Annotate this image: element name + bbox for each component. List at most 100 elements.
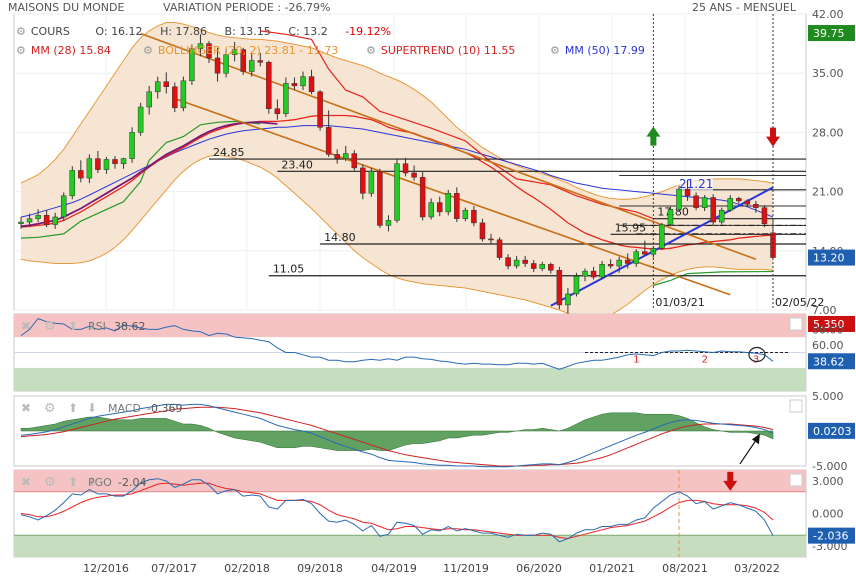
rsi-oversold-zone: [14, 367, 806, 391]
rsi-tick-label: 80.00: [812, 323, 844, 336]
arrow-up-icon: ⬆: [68, 475, 78, 489]
gear-icon[interactable]: ⚙: [16, 25, 26, 38]
price-badge: [808, 315, 855, 332]
gear-icon[interactable]: ⚙: [143, 44, 153, 57]
candle-body: [385, 220, 392, 226]
legend-mm28[interactable]: ⚙ MM (28) 15.84: [16, 44, 111, 57]
supertrend-label: SUPERTREND (10) 11.55: [380, 44, 516, 57]
candle: [206, 41, 212, 64]
candle: [496, 237, 503, 261]
arrow-down-icon: ⬇: [87, 401, 97, 415]
candle: [223, 49, 229, 78]
legend-supertrend[interactable]: ⚙ SUPERTREND (10) 11.55: [366, 44, 515, 57]
close-icon: ✖: [21, 401, 31, 415]
candle-body: [180, 80, 187, 109]
candle-body: [607, 264, 614, 267]
candle: [616, 256, 622, 273]
candle: [60, 192, 67, 221]
candle-body: [659, 224, 665, 249]
candle: [548, 262, 554, 274]
candle: [522, 255, 528, 267]
candle: [26, 213, 33, 227]
gear-icon[interactable]: ⚙: [16, 44, 26, 57]
red-down-arrow-icon: [766, 127, 780, 147]
arrow-up-icon: ⬆: [68, 319, 78, 333]
candle-body: [206, 43, 212, 59]
candle: [154, 76, 161, 99]
x-tick-label: 01/2021: [589, 562, 635, 575]
candle: [701, 194, 708, 212]
legend-cours[interactable]: ⚙ COURS O: 16.12 H: 17.86 B: 13.15 C: 13.…: [16, 25, 391, 38]
candle: [52, 212, 58, 229]
candle: [727, 194, 734, 212]
candle: [18, 216, 24, 229]
mm28-label: MM (28) 15.84: [30, 44, 111, 57]
pgo-checkbox[interactable]: [789, 473, 803, 487]
gear-icon[interactable]: ⚙: [550, 44, 560, 57]
candle: [231, 41, 238, 62]
price-badge-label: 39.75: [813, 27, 845, 40]
candle: [642, 240, 648, 256]
candle: [266, 60, 272, 114]
candle: [214, 47, 221, 82]
candle: [43, 210, 50, 228]
candle-body: [462, 209, 469, 219]
pgo-value: -2.04: [118, 476, 146, 489]
gear-icon: ⚙: [44, 319, 56, 334]
macd-checkbox[interactable]: [789, 399, 803, 413]
rsi-value: 38.62: [114, 320, 146, 333]
candle-body: [471, 209, 477, 224]
candle: [112, 156, 118, 169]
macd-histogram: [20, 412, 774, 451]
candle: [334, 149, 340, 164]
candle: [513, 255, 520, 269]
gear-icon[interactable]: ⚙: [366, 44, 376, 57]
rsi-checkbox[interactable]: [789, 317, 803, 331]
candle: [530, 260, 537, 272]
cours-name: COURS: [30, 25, 70, 38]
candle-body: [189, 48, 195, 82]
green-up-arrow-icon: [646, 126, 661, 146]
candle-body: [419, 176, 426, 218]
x-tick-label: 02/2018: [224, 562, 270, 575]
rsi-badge-label: 38.62: [813, 355, 845, 368]
rsi-tick-label: 60.00: [812, 339, 844, 352]
macd-badge: [808, 422, 855, 439]
candle-body: [325, 127, 332, 155]
rsi-divergence-mark: 3: [753, 355, 759, 366]
gear-icon: ⚙: [44, 401, 56, 416]
legend-mm50[interactable]: ⚙ MM (50) 17.99: [550, 44, 645, 57]
pgo-badge: [808, 527, 855, 544]
candle: [248, 52, 255, 77]
candle-body: [342, 153, 349, 159]
candle: [753, 200, 759, 213]
candle-body: [112, 159, 118, 164]
price-badge-label: 5.350: [813, 318, 845, 331]
candle: [69, 166, 76, 200]
close-label: C:: [288, 25, 300, 38]
candle-body: [667, 209, 674, 225]
pgo-title: PGO: [88, 476, 112, 489]
candle-body: [513, 259, 520, 267]
candle: [394, 159, 400, 223]
macd-tick-label: 5.000: [812, 390, 844, 403]
open-value: 16.12: [111, 25, 143, 38]
candle-body: [505, 257, 511, 267]
close-value: 13.2: [303, 25, 328, 38]
candle-body: [197, 43, 204, 49]
candle: [607, 259, 614, 269]
candle-body: [565, 293, 571, 306]
candle-body: [231, 49, 238, 55]
arrow-up-icon: ⬆: [68, 401, 78, 415]
price-badge: [808, 25, 855, 42]
candle-body: [479, 222, 486, 240]
candle-body: [701, 197, 708, 208]
low-value: 13.15: [239, 25, 271, 38]
legend-bollinger[interactable]: ⚙ BOLLINGER (20, 2) 23.81 - 11.73: [143, 44, 338, 57]
candle-body: [402, 163, 409, 174]
candle-body: [137, 106, 144, 133]
candle-body: [624, 259, 631, 264]
candle: [428, 198, 434, 220]
candle-body: [300, 76, 306, 87]
x-tick-label: 08/2021: [662, 562, 708, 575]
